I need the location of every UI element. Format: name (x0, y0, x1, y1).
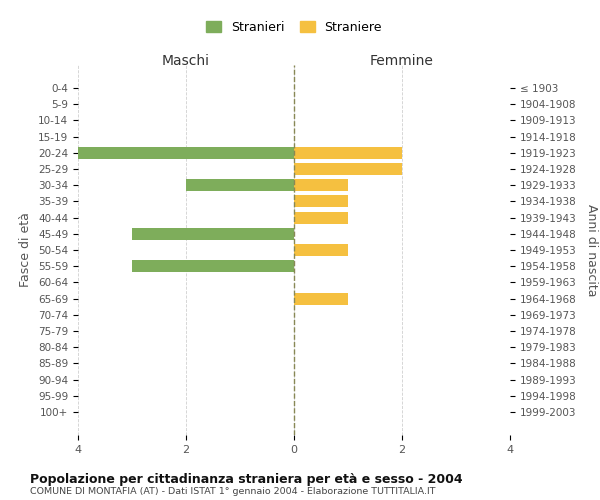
Bar (186, 179, 294, 191)
Bar (132, 260, 294, 272)
Bar (294, 292, 348, 304)
Legend: Stranieri, Straniere: Stranieri, Straniere (201, 16, 387, 39)
Bar (294, 212, 348, 224)
Bar (294, 196, 348, 207)
Y-axis label: Fasce di età: Fasce di età (19, 212, 32, 288)
Bar (78, 146, 294, 159)
Bar (132, 228, 294, 240)
Text: Popolazione per cittadinanza straniera per età e sesso - 2004: Popolazione per cittadinanza straniera p… (30, 472, 463, 486)
Bar (294, 163, 402, 175)
Text: Femmine: Femmine (370, 54, 434, 68)
Text: Maschi: Maschi (162, 54, 210, 68)
Text: COMUNE DI MONTAFIA (AT) - Dati ISTAT 1° gennaio 2004 - Elaborazione TUTTITALIA.I: COMUNE DI MONTAFIA (AT) - Dati ISTAT 1° … (30, 488, 436, 496)
Bar (294, 244, 348, 256)
Y-axis label: Anni di nascita: Anni di nascita (585, 204, 598, 296)
Bar (294, 179, 348, 191)
Bar (294, 146, 402, 159)
